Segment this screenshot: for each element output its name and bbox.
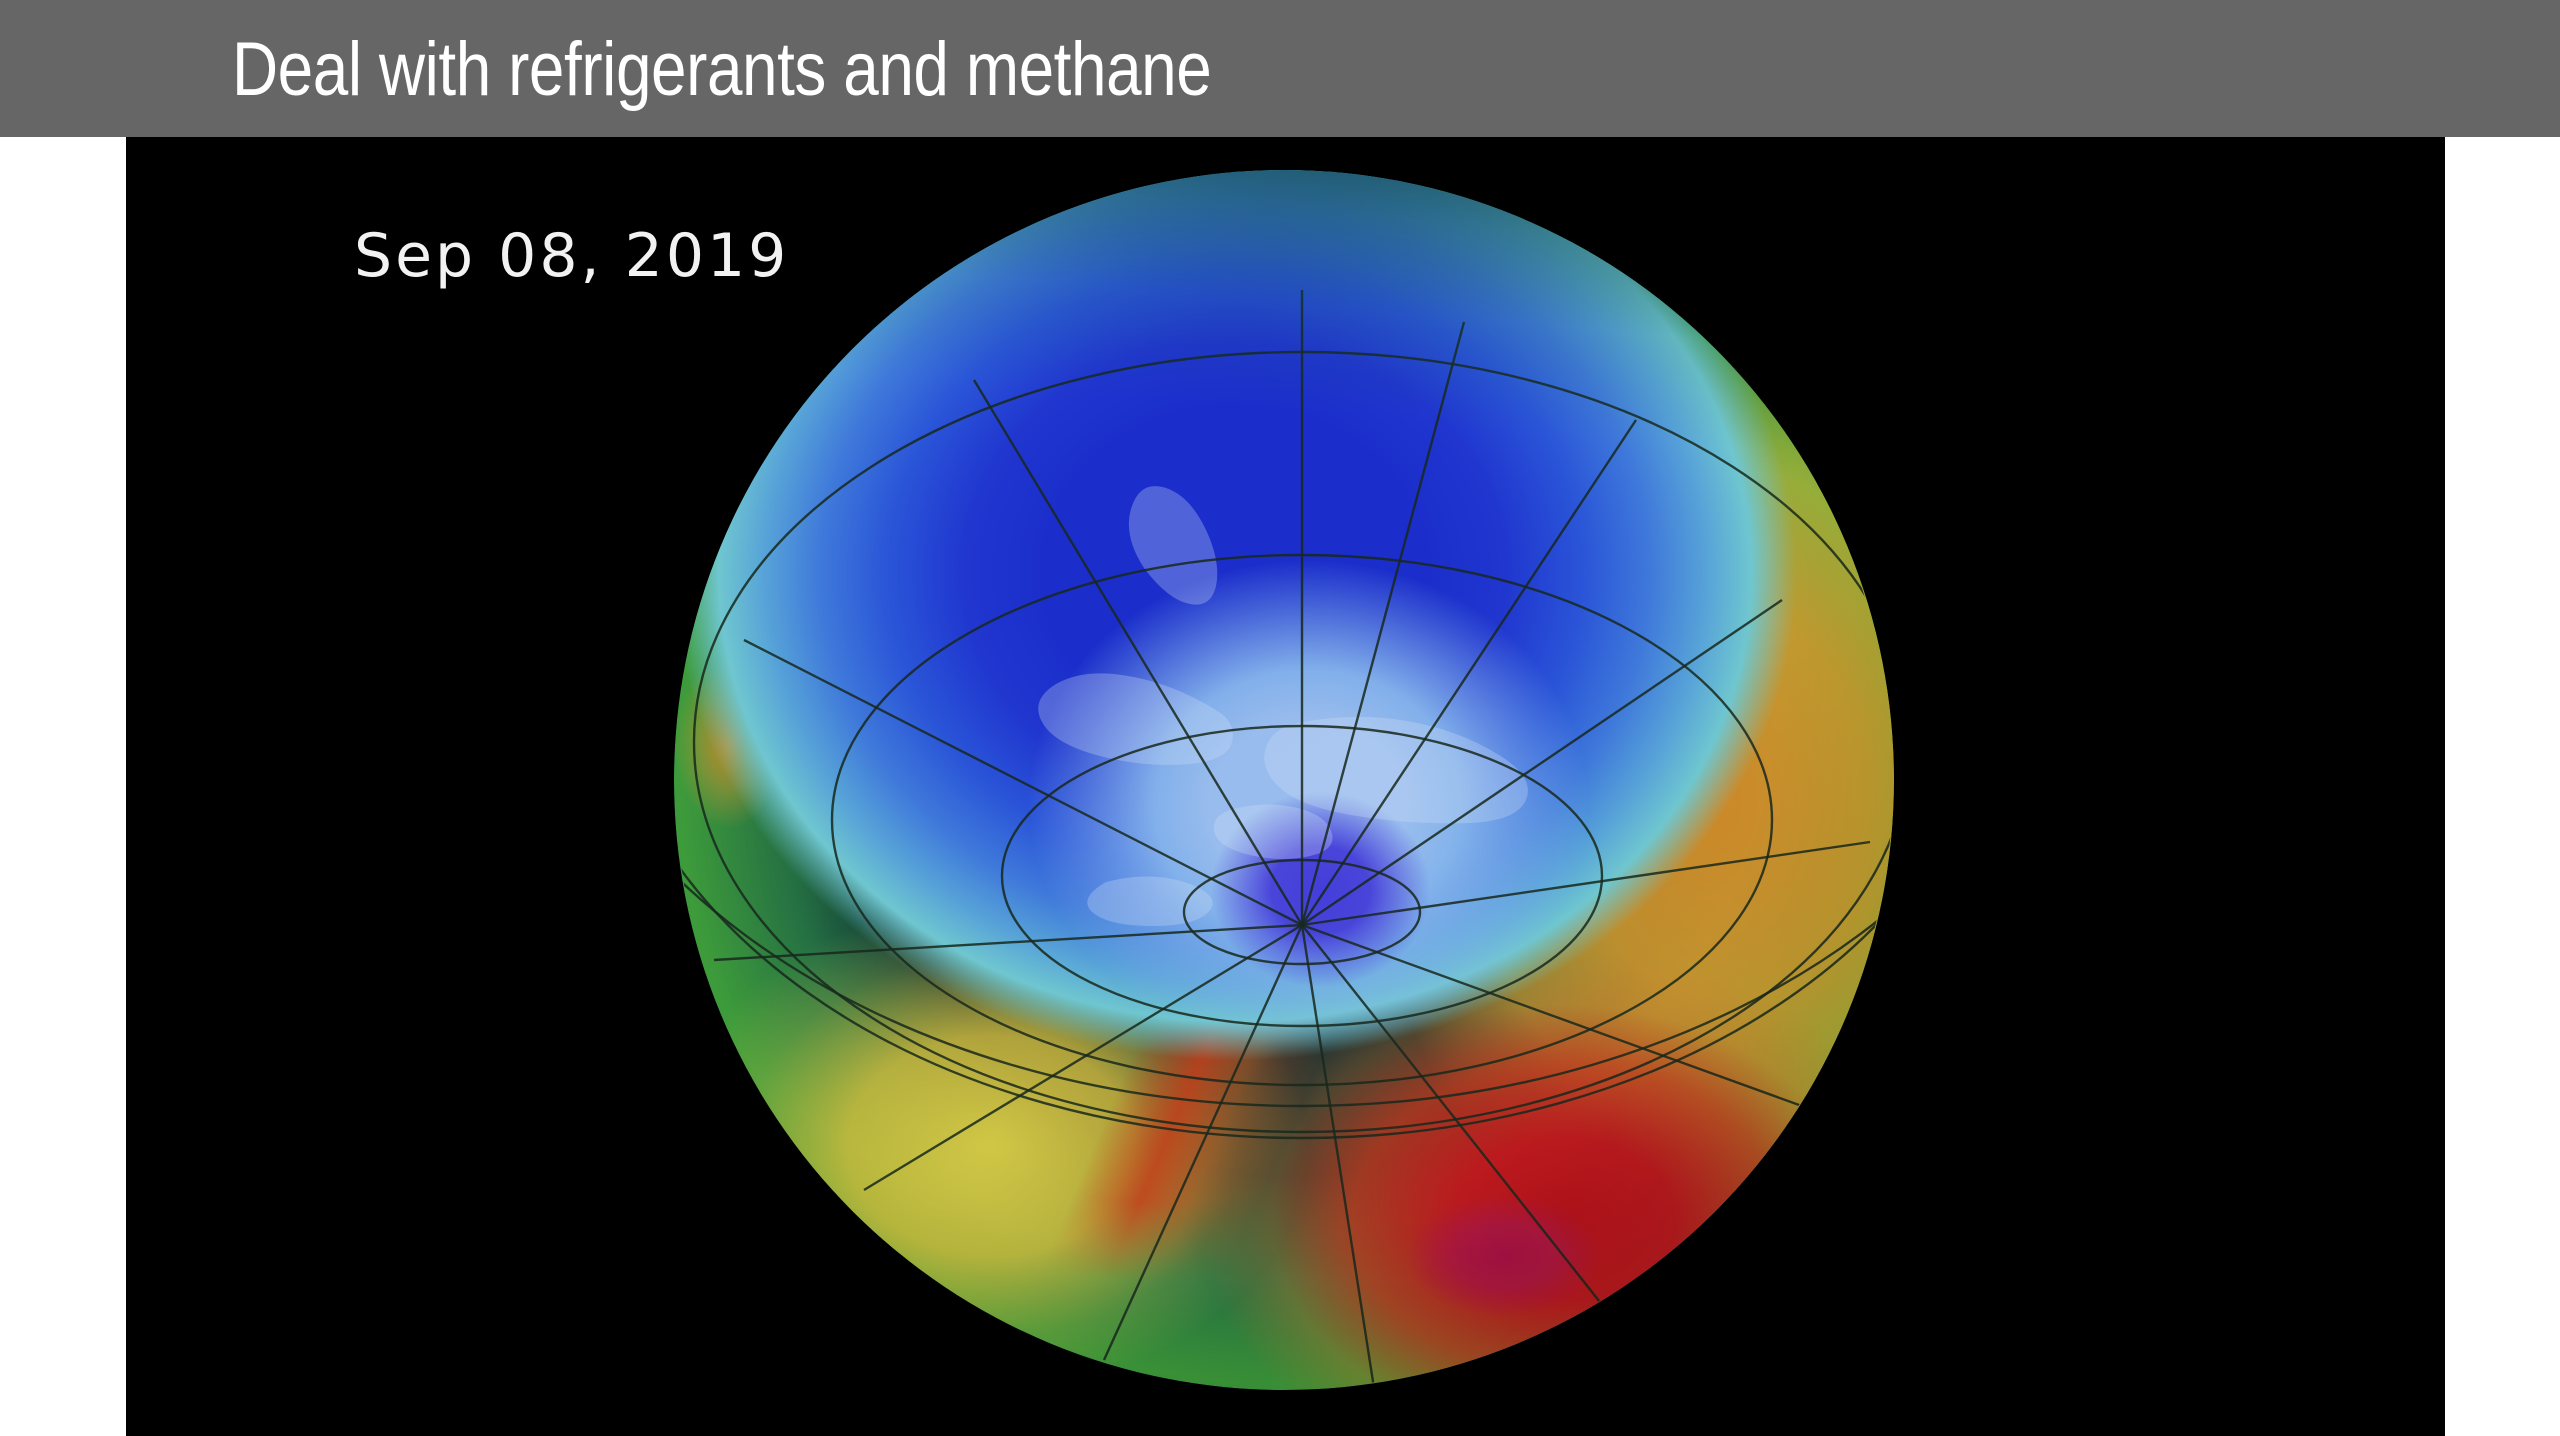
globe-container: [674, 170, 1894, 1390]
ozone-image-panel: Sep 08, 2019: [126, 137, 2445, 1436]
page-title: Deal with refrigerants and methane: [232, 27, 1212, 112]
slide-title-bar: Deal with refrigerants and methane: [0, 0, 2560, 137]
globe-limb-shading: [674, 170, 1894, 1390]
ozone-globe: [674, 170, 1894, 1390]
